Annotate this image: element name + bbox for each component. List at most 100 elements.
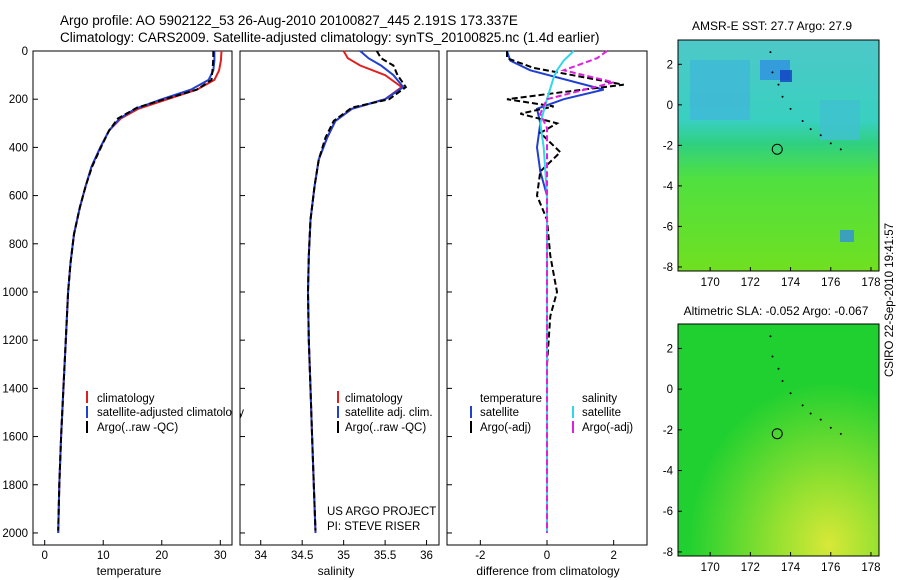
map-ytick-label: -2 — [663, 425, 673, 437]
xtick-label: 0 — [544, 550, 550, 562]
ytick-label: 1800 — [2, 480, 28, 492]
sst-map-title: AMSR-E SST: 27.7 Argo: 27.9 — [692, 19, 852, 33]
map-ytick-label: 2 — [667, 59, 673, 71]
sst-map-patches — [690, 60, 860, 242]
map-xtick-label: 174 — [781, 277, 801, 289]
salinity-series — [306, 50, 408, 534]
track-dot — [839, 432, 842, 435]
sla-map-frame — [677, 323, 880, 557]
track-dot — [801, 404, 804, 407]
salinity-panel-frame — [239, 50, 440, 546]
map-xtick-label: 170 — [701, 562, 720, 574]
map-ytick-label: -4 — [663, 181, 674, 193]
track-dot — [819, 134, 822, 137]
series-line-3 — [57, 51, 215, 531]
series-line-4 — [539, 50, 614, 533]
map-xtick-label: 172 — [741, 277, 760, 289]
title-line-1: Argo profile: AO 5902122_53 26-Aug-2010 … — [60, 13, 518, 28]
track-dot — [777, 367, 780, 370]
track-dot — [771, 71, 774, 74]
legend-sat-label: satellite-adjusted climatology — [97, 407, 244, 419]
xtick-label: 35 — [337, 550, 350, 562]
xtick-label: -2 — [475, 550, 485, 562]
salinity-xticks: 34 34.5 35 35.5 36 — [254, 540, 433, 562]
map-xtick-label: 170 — [701, 277, 720, 289]
sla-float-track — [769, 335, 842, 435]
map-ytick-label: 0 — [667, 100, 673, 112]
track-dot — [809, 128, 812, 131]
series-line-2 — [506, 51, 624, 533]
sst-profile-marker — [771, 143, 783, 155]
map-ytick-label: -6 — [663, 506, 673, 518]
title-line-2: Climatology: CARS2009. Satellite-adjuste… — [60, 30, 600, 45]
salinity-xlabel: salinity — [318, 564, 355, 578]
sst-map — [677, 39, 880, 272]
xtick-label: 34 — [254, 550, 267, 562]
xtick-label: 0 — [42, 550, 48, 562]
ytick-label: 200 — [9, 94, 28, 106]
depth-yticks: 0 200 400 600 800 1000 1200 1400 1600 1800 2000 — [2, 46, 452, 540]
track-dot — [809, 412, 812, 415]
temperature-legend: climatology satellite-adjusted climatolo… — [86, 391, 244, 434]
map-ytick-label: 0 — [667, 384, 673, 396]
temperature-panel-frame — [32, 50, 233, 546]
ytick-label: 600 — [9, 191, 28, 203]
series-line-2 — [57, 51, 216, 534]
sst-float-track — [769, 51, 842, 151]
legend-sat-label: satellite adj. clim. — [345, 407, 433, 419]
map-xtick-label: 174 — [781, 562, 801, 574]
sst-map-frame — [677, 39, 880, 272]
track-dot — [781, 379, 784, 382]
difference-xlabel: difference from climatology — [476, 564, 619, 578]
series-line-2 — [306, 50, 405, 534]
sst-patch — [690, 60, 750, 120]
sst-yticks: 2 0 -2 -4 -6 -8 — [663, 59, 682, 274]
difference-xticks: -2 0 2 — [475, 540, 617, 562]
track-dot — [771, 355, 774, 358]
xtick-label: 2 — [610, 550, 616, 562]
sst-patch — [820, 100, 860, 140]
legend-clim-label: climatology — [345, 393, 403, 405]
sla-xticks: 170 172 174 176 178 — [701, 552, 881, 574]
legend-sal-argo-label: Argo(-adj) — [582, 422, 633, 434]
legend-clip-cover — [232, 395, 240, 420]
xtick-label: 10 — [97, 550, 110, 562]
sst-patch — [780, 70, 792, 82]
sla-map-field — [678, 324, 879, 556]
ytick-label: 1400 — [2, 383, 28, 395]
map-ytick-label: -4 — [663, 466, 674, 478]
track-dot — [769, 335, 772, 338]
track-dot — [789, 392, 792, 395]
ytick-label: 0 — [22, 46, 28, 58]
legend-argo-label: Argo(..raw -QC) — [97, 422, 178, 434]
ytick-label: 1000 — [2, 287, 28, 299]
difference-legend: temperature satellite Argo(-adj) salinit… — [470, 393, 633, 434]
legend-sal-sat-label: satellite — [582, 407, 621, 419]
ytick-label: 1200 — [2, 335, 28, 347]
ytick-label: 2000 — [2, 528, 28, 540]
track-dot — [819, 418, 822, 421]
track-dot — [839, 148, 842, 151]
legend-temperature-header: temperature — [480, 393, 542, 405]
track-dot — [777, 83, 780, 86]
ytick-label: 1600 — [2, 432, 28, 444]
credit-text: CSIRO 22-Sep-2010 19:41:57 — [884, 223, 896, 377]
legend-salinity-header: salinity — [582, 393, 617, 405]
map-ytick-label: 2 — [667, 343, 673, 355]
map-xtick-label: 178 — [861, 562, 880, 574]
series-line-3 — [306, 50, 408, 531]
legend-temp-sat-label: satellite — [480, 407, 519, 419]
map-ytick-label: -8 — [663, 262, 673, 274]
track-dot — [789, 107, 792, 110]
track-dot — [829, 426, 832, 429]
map-ytick-label: -8 — [663, 547, 673, 559]
sla-map-title: Altimetric SLA: -0.052 Argo: -0.067 — [684, 304, 869, 318]
map-xtick-label: 176 — [821, 277, 840, 289]
temperature-xticks: 0 10 20 30 — [42, 540, 227, 562]
map-xtick-label: 176 — [821, 562, 840, 574]
difference-series — [506, 50, 624, 533]
series-line-1 — [306, 50, 404, 534]
sla-yticks: 2 0 -2 -4 -6 -8 — [663, 343, 682, 559]
xtick-label: 20 — [155, 550, 168, 562]
